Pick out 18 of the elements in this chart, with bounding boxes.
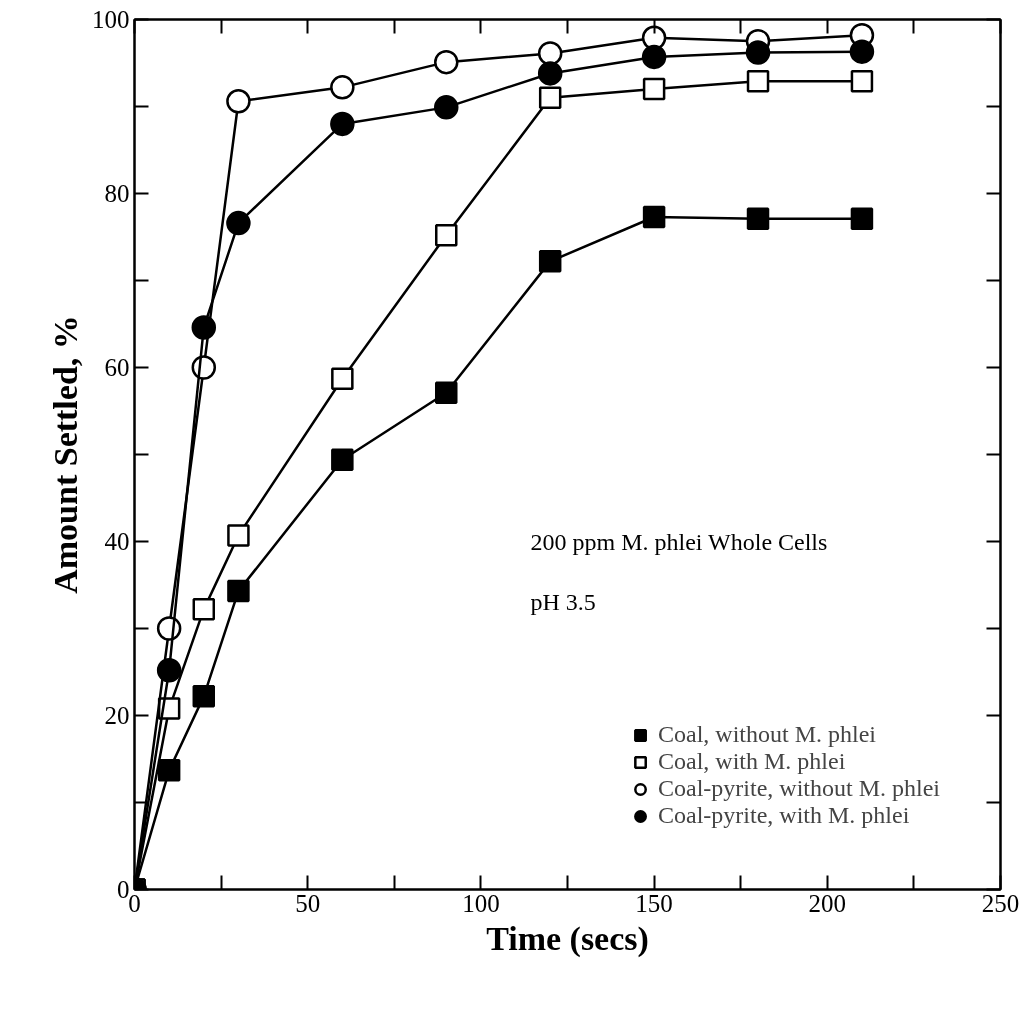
legend-label: Coal-pyrite, without M. phlei [658, 775, 940, 802]
y-axis-title: Amount Settled, % [47, 315, 84, 594]
annotation: 200 ppm M. phlei Whole Cells [530, 528, 828, 555]
y-tick-label: 60 [104, 354, 130, 381]
legend-label: Coal, with M. phlei [658, 748, 846, 775]
x-tick-label: 100 [462, 889, 500, 917]
y-tick-label: 100 [92, 6, 130, 33]
legend-label: Coal-pyrite, with M. phlei [658, 802, 910, 829]
x-axis-title: Time (secs) [486, 919, 649, 958]
x-tick-label: 50 [295, 889, 321, 917]
annotation: pH 3.5 [530, 588, 596, 615]
legend-label: Coal, without M. phlei [658, 721, 877, 748]
y-tick-label: 40 [104, 528, 130, 555]
x-tick-label: 200 [808, 889, 847, 917]
y-tick-label: 20 [104, 702, 130, 729]
x-tick-label: 150 [635, 889, 673, 917]
y-tick-label: 80 [104, 180, 130, 207]
x-tick-label: 250 [981, 889, 1020, 917]
